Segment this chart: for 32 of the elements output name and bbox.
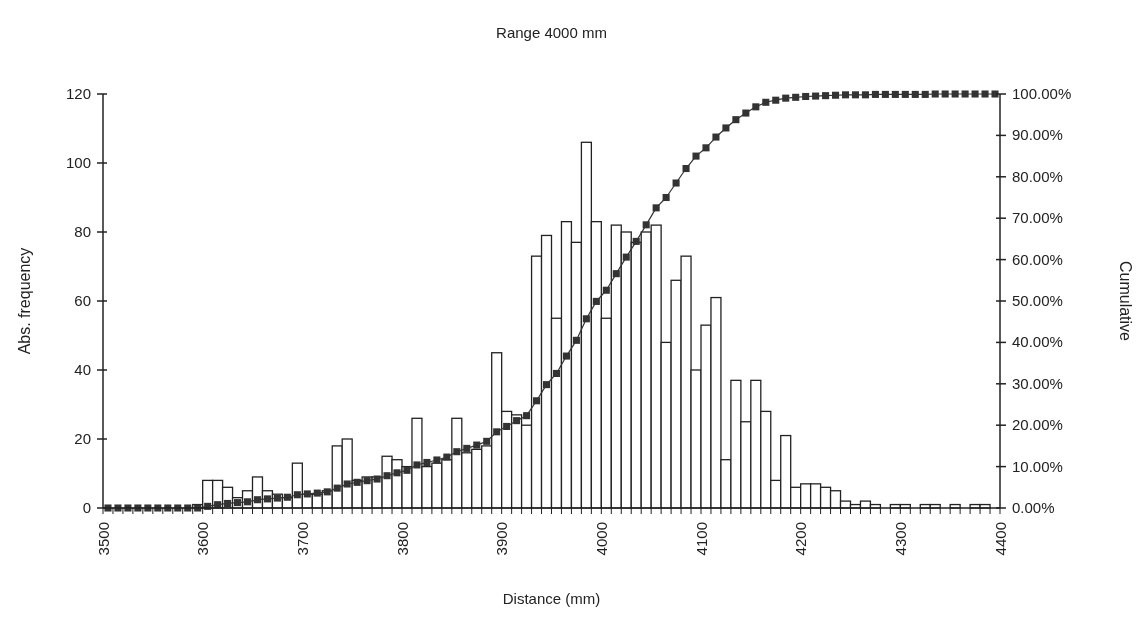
y2-tick-label: 0.00% xyxy=(1012,499,1055,516)
x-tick-label: 3600 xyxy=(194,522,212,556)
y2-tick-label: 20.00% xyxy=(1012,416,1063,434)
x-tick-label: 4000 xyxy=(592,522,610,556)
y2-tick-label: 80.00% xyxy=(1012,167,1063,185)
y2-tick-label: 10.00% xyxy=(1012,457,1063,475)
x-tick-label: 3700 xyxy=(293,522,311,556)
y-tick-label: 20 xyxy=(74,430,91,447)
y2-axis-title: Cumulative xyxy=(1117,260,1134,342)
y2-tick-label: 40.00% xyxy=(1012,333,1063,351)
y2-tick-label: 50.00% xyxy=(1012,292,1063,309)
x-tick-label: 4100 xyxy=(692,522,710,556)
y2-tick-label: 90.00% xyxy=(1012,126,1063,144)
x-axis-title: Distance (mm) xyxy=(502,590,601,607)
x-tick-label: 4300 xyxy=(891,522,909,556)
y-tick-label: 80 xyxy=(74,223,91,240)
x-tick-label: 3500 xyxy=(94,522,112,556)
y-tick-label: 100 xyxy=(65,154,91,171)
x-tick-label: 3800 xyxy=(393,522,411,556)
x-tick-label: 4200 xyxy=(792,522,810,556)
y-tick-label: 60 xyxy=(74,292,91,309)
y2-tick-label: 60.00% xyxy=(1012,250,1063,268)
y-tick-label: 120 xyxy=(65,85,91,102)
y2-tick-label: 30.00% xyxy=(1012,374,1063,392)
y-tick-label: 40 xyxy=(74,361,91,378)
y-tick-label: 0 xyxy=(82,499,91,516)
x-tick-label: 3900 xyxy=(493,522,511,556)
y-axis-title: Abs. frequency xyxy=(16,247,33,355)
y2-tick-label: 100.00% xyxy=(1012,85,1072,102)
chart-title: Range 4000 mm xyxy=(496,24,607,41)
x-tick-label: 4400 xyxy=(991,522,1009,556)
y2-tick-label: 70.00% xyxy=(1012,209,1063,227)
